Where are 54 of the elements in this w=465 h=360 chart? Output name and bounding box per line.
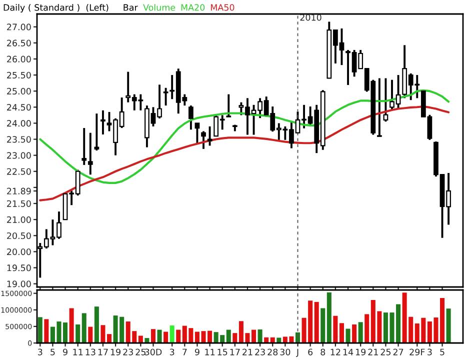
x-tick-label: 6 [308,348,313,356]
x-tick-label: 27 [393,348,404,356]
x-tick-label: 7 [182,348,187,356]
x-tick-label: 15 [218,348,228,356]
x-tick-label: 17 [98,348,108,356]
y-tick-label: 24.50 [7,104,31,111]
x-tick-label: 9 [63,348,68,356]
y-tick-label: 20.00 [7,248,31,256]
x-tick-label: 14 [343,348,354,356]
chart-title: Daily ( Standard ) (Left) Bar [4,4,138,12]
y-tick-label: 24.00 [7,120,31,127]
x-tick-label: 17 [230,348,240,356]
y-tick-label: 20.50 [7,232,31,240]
y-tick-label: 26.00 [7,56,31,62]
x-tick-label: 28 [268,348,278,356]
x-tick-label: 11 [73,348,83,356]
x-tick-label: 29F [410,348,425,356]
y-tick-label: 21.89 [7,188,31,194]
text: MA20 [181,4,205,11]
x-tick-label: 30 [280,348,290,356]
x-tick-label: 3 [170,348,174,356]
x-tick-label: 19 [110,348,120,356]
x-tick-label: 8 [320,348,326,356]
x-tick-label: 21 [242,348,252,356]
x-tick-label: 25 [136,348,146,356]
x-tick-label: 5 [50,348,55,356]
x-tick-label: 25 [380,348,391,356]
y-tick-label: 23.50 [7,136,31,143]
y-tick-label: 19.00 [7,280,31,288]
text: MA50 [210,4,234,11]
ref-line-label: 2010 [300,14,322,21]
y-tick-label: 27.00 [7,24,31,30]
x-tick-label: 11 [205,348,215,356]
x-tick-label: 23 [255,348,265,356]
x-tick-label: 23 [123,348,133,356]
y-tick-label: 26.50 [7,40,31,46]
x-tick-label: 30D [144,348,162,356]
x-tick-label: 9 [194,348,200,356]
y-tick-label: 22.50 [7,168,31,175]
x-tick-label: J [296,348,298,357]
x-tick-label: 3 [38,348,42,356]
x-tick-label: 21 [368,348,378,356]
x-tick-label: 13 [86,348,96,356]
y-tick-label: 25.00 [7,88,31,95]
y-tick-label: 21.50 [7,200,31,207]
text: Volume [143,4,176,11]
x-tick-label: 3 [428,348,432,356]
x-tick-label: 19 [356,348,366,356]
y-tick-label: 23.00 [7,152,31,159]
x-tick-label: 5 [440,348,444,356]
x-tick-label: 12 [330,348,340,356]
y-tick-label: 21.00 [7,216,31,223]
y-tick-label: 25.50 [7,72,31,78]
y-tick-label: 19.50 [7,264,31,272]
